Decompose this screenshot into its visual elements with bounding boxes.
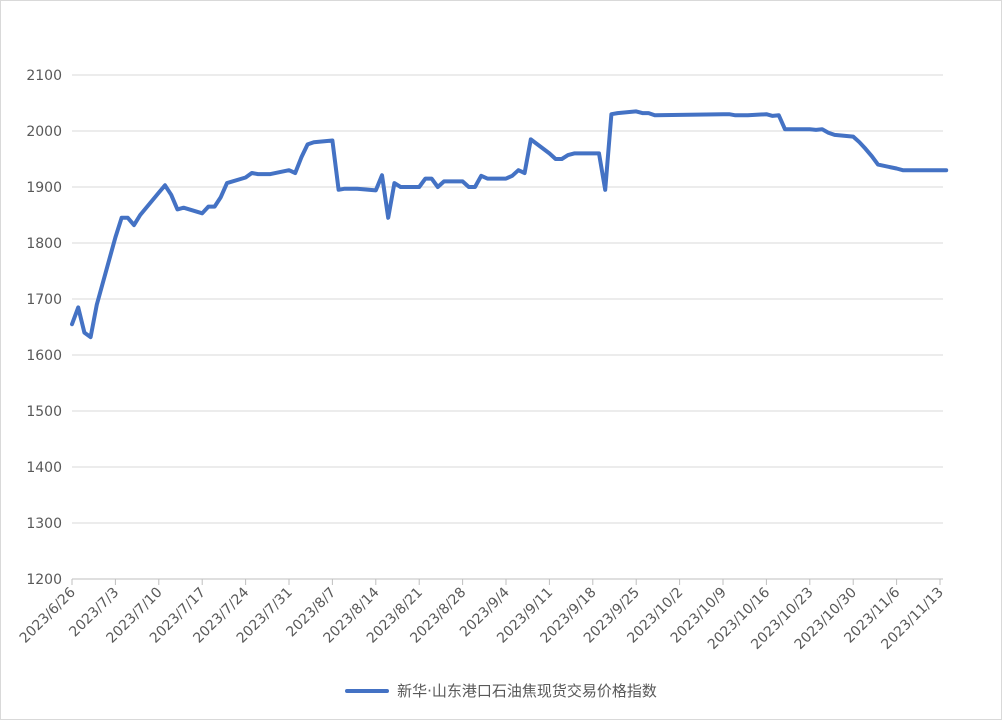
y-tick-label: 2000: [26, 124, 62, 140]
legend: 新华·山东港口石油焦现货交易价格指数: [0, 680, 1002, 701]
y-tick-label: 1800: [26, 236, 62, 252]
y-tick-label: 1900: [26, 180, 62, 196]
x-tick-label: 2023/6/26: [17, 584, 79, 646]
y-tick-label: 2100: [26, 68, 62, 84]
legend-label: 新华·山东港口石油焦现货交易价格指数: [397, 682, 657, 700]
legend-swatch: [345, 688, 390, 693]
y-tick-label: 1300: [26, 516, 62, 532]
y-tick-label: 1700: [26, 292, 62, 308]
y-tick-label: 1400: [26, 460, 62, 476]
y-tick-label: 1600: [26, 348, 62, 364]
y-tick-label: 1500: [26, 404, 62, 420]
series-line: [70, 109, 949, 340]
y-tick-label: 1200: [26, 572, 62, 588]
